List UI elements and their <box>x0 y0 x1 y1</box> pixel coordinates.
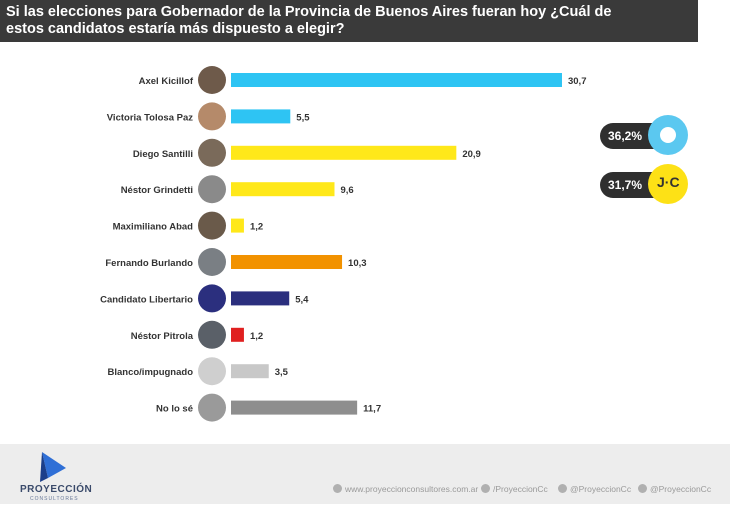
bar <box>231 218 244 233</box>
bar <box>231 73 562 87</box>
data-label: 3,5 <box>275 367 289 378</box>
avatar-icon <box>198 284 226 313</box>
proyeccion-logo-icon <box>40 452 66 482</box>
category-label: Candidato Libertario <box>100 294 193 305</box>
category-label: Maximiliano Abad <box>113 222 194 233</box>
facebook-text: /ProyeccionCc <box>493 484 548 494</box>
brand-subtitle: CONSULTORES <box>30 496 79 502</box>
twitter-icon <box>558 484 567 493</box>
brand-name: PROYECCIÓN <box>20 484 93 495</box>
category-label: Victoria Tolosa Paz <box>107 112 193 123</box>
chart-title-line-2: estos candidatos estaría más dispuesto a… <box>6 21 345 37</box>
bar <box>231 109 291 124</box>
category-label: Néstor Pitrola <box>131 331 194 342</box>
avatar-icon <box>198 320 226 349</box>
data-label: 1,2 <box>250 222 263 233</box>
bar <box>231 327 244 342</box>
facebook-icon <box>481 484 490 493</box>
website-text: www.proyeccionconsultores.com.ar <box>345 484 479 494</box>
total-value-2: 31,7% <box>608 178 643 192</box>
website-link[interactable]: www.proyeccionconsultores.com.ar <box>333 484 478 494</box>
data-label: 5,4 <box>295 294 309 305</box>
footer: PROYECCIÓN CONSULTORES www.proyeccioncon… <box>0 444 730 504</box>
instagram-link[interactable]: @ProyeccionCc <box>638 484 711 494</box>
bar <box>231 291 290 306</box>
bar <box>231 400 358 415</box>
instagram-text: @ProyeccionCc <box>650 484 712 494</box>
data-label: 10,3 <box>348 258 367 269</box>
bar-chart: Axel Kicillof 30,7 Victoria Tolosa Paz 5,5 D… <box>100 66 587 422</box>
jxc-party-logo-icon: J·C <box>648 164 688 204</box>
data-label: 9,6 <box>341 185 354 196</box>
avatar-icon <box>198 102 226 131</box>
total-value-1: 36,2% <box>608 129 643 143</box>
avatar-icon <box>198 393 226 422</box>
total-badge-1: 36,2% <box>600 115 688 155</box>
avatar-icon <box>198 211 226 240</box>
category-label: Axel Kicillof <box>139 76 194 87</box>
category-label: Blanco/impugnado <box>108 367 194 378</box>
avatar-icon <box>198 248 226 276</box>
category-label: No lo sé <box>156 404 193 415</box>
data-label: 30,7 <box>568 76 587 87</box>
jxc-logo-text: J·C <box>657 174 680 190</box>
data-label: 20,9 <box>462 149 481 160</box>
avatar-icon <box>198 138 226 167</box>
twitter-link[interactable]: @ProyeccionCc <box>558 484 631 494</box>
chart-title-line-1: Si las elecciones para Gobernador de la … <box>6 4 612 20</box>
bar <box>231 182 335 197</box>
avatar-icon <box>198 175 226 204</box>
data-label: 11,7 <box>363 404 381 415</box>
data-label: 5,5 <box>296 112 310 123</box>
twitter-text: @ProyeccionCc <box>570 484 632 494</box>
facebook-link[interactable]: /ProyeccionCc <box>481 484 548 494</box>
sun-party-logo-icon <box>648 115 688 155</box>
bar <box>231 145 457 160</box>
category-label: Néstor Grindetti <box>121 185 193 196</box>
data-label: 1,2 <box>250 331 263 342</box>
globe-icon <box>333 484 342 493</box>
bar <box>231 255 343 269</box>
bar <box>231 364 269 379</box>
chart-title-bar: Si las elecciones para Gobernador de la … <box>0 0 698 42</box>
instagram-icon <box>638 484 647 493</box>
total-badge-2: 31,7% J·C <box>600 164 688 204</box>
category-label: Fernando Burlando <box>105 258 193 269</box>
category-label: Diego Santilli <box>133 149 193 160</box>
avatar-icon <box>198 357 226 386</box>
avatar-icon <box>198 66 226 94</box>
